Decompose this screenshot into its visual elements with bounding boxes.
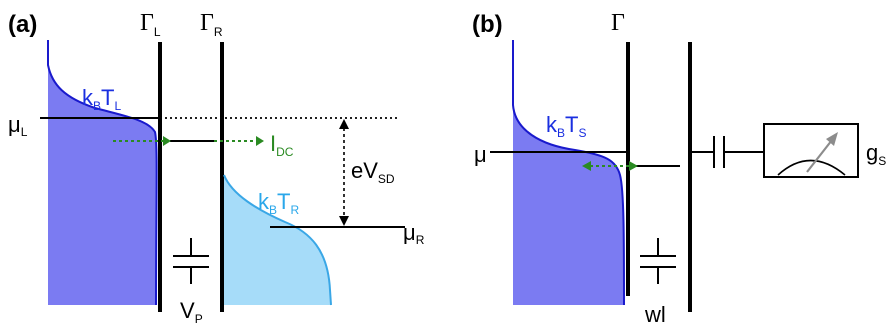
left-lead-fermi-edge — [47, 40, 158, 306]
bias-label: eVSD — [351, 158, 395, 186]
panel-a: (a) — [8, 11, 405, 312]
panel-a-label: (a) — [8, 11, 37, 38]
bias-arrow-head-up — [339, 119, 349, 129]
temp-right-label: kBTR — [258, 189, 299, 217]
sensor-fermi-edge — [512, 40, 625, 306]
wl-label: wl — [644, 302, 666, 327]
meter-label: gS — [866, 140, 886, 168]
temp-sensor-label: kBTS — [546, 112, 586, 140]
tunnel-arrow-head-right — [629, 161, 638, 171]
panel-b-label: (b) — [472, 11, 503, 38]
gamma-right-label: ΓR — [200, 10, 223, 39]
current-arrow-in-head — [163, 136, 171, 146]
conductance-meter — [763, 123, 859, 178]
meter-needle — [806, 139, 833, 173]
current-arrow-out-head — [256, 136, 264, 146]
meter-scale-arc — [777, 159, 846, 176]
bias-arrow-head-down — [339, 216, 349, 226]
mu-label: μ — [474, 142, 487, 167]
panel-b: (b) — [472, 11, 859, 312]
temp-left-label: kBTL — [82, 85, 121, 113]
gamma-label: Γ — [611, 10, 625, 36]
right-lead-fermi-fill — [224, 175, 331, 305]
right-lead-fermi-edge — [223, 174, 332, 306]
gamma-left-label: ΓL — [140, 10, 161, 39]
current-label: IDC — [270, 131, 294, 159]
sensor-fermi-fill — [513, 40, 624, 305]
meter-needle-head — [826, 132, 838, 146]
left-lead-fermi-fill — [48, 40, 157, 305]
tunnel-arrow-head-left — [582, 161, 591, 171]
mu-left-label: μL — [8, 112, 28, 139]
gate-voltage-label: VP — [180, 298, 203, 326]
mu-right-label: μR — [403, 220, 425, 247]
